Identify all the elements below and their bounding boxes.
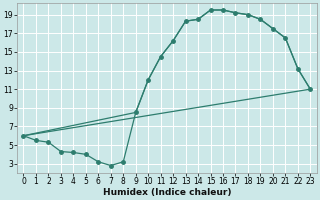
X-axis label: Humidex (Indice chaleur): Humidex (Indice chaleur) [103, 188, 231, 197]
